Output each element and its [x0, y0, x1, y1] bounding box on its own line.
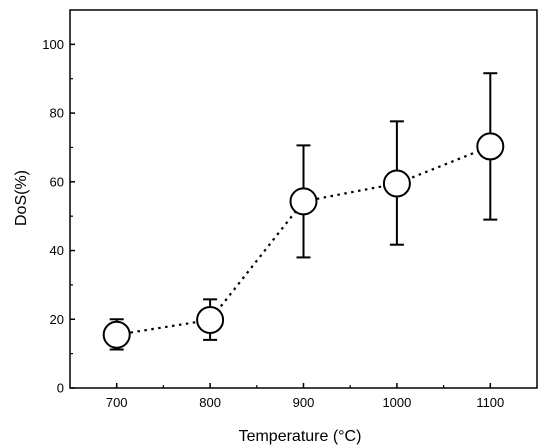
data-point-1100 [476, 132, 505, 161]
data-point-800 [196, 305, 225, 334]
data-point-700 [102, 320, 131, 349]
x-tick-label-1100: 1100 [476, 395, 504, 410]
y-tick-label-40: 40 [50, 243, 64, 258]
y-tick-label-20: 20 [50, 312, 64, 327]
y-tick-label-0: 0 [57, 381, 64, 396]
y-tick-label-80: 80 [50, 106, 64, 121]
data-point-900 [289, 187, 318, 216]
x-tick-label-700: 700 [106, 395, 128, 410]
x-axis-label: Temperature (°C) [239, 428, 362, 445]
data-point-1000 [382, 169, 411, 198]
x-tick-label-900: 900 [293, 395, 315, 410]
x-tick-label-1000: 1000 [382, 395, 411, 410]
y-axis-label: DoS(%) [13, 170, 30, 226]
y-tick-label-60: 60 [50, 174, 64, 189]
x-tick-label-800: 800 [199, 395, 221, 410]
y-tick-label-100: 100 [42, 37, 64, 52]
plot-area: 700 800 900 1000 1100 0 20 40 60 80 100 [42, 9, 538, 410]
